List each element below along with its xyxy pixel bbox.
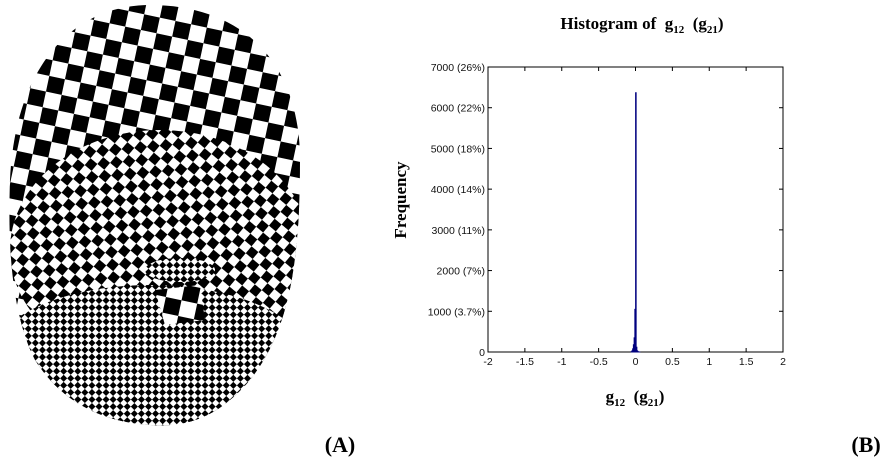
x-tick-label: -2 — [483, 356, 492, 368]
x-tick-label: 2 — [780, 356, 786, 368]
y-tick-label: 0 — [479, 347, 485, 359]
x-axis-label-part: ) — [659, 387, 665, 406]
x-tick-label: 1 — [706, 356, 712, 368]
y-tick-label: 6000 (22%) — [431, 103, 485, 115]
chart-title-part: Histogram of g — [560, 14, 673, 33]
y-tick-label: 7000 (26%) — [431, 62, 485, 74]
chart-title-subscript: 21 — [707, 24, 718, 36]
x-axis-label-part: g — [606, 387, 615, 406]
chart-title-part: (g — [684, 14, 707, 33]
chart-title-part: ) — [718, 14, 724, 33]
chart-title-subscript: 12 — [673, 24, 685, 36]
y-tick-label: 4000 (14%) — [431, 184, 485, 196]
x-tick-label: 0 — [633, 356, 639, 368]
x-axis-label-subscript: 21 — [648, 397, 659, 409]
panel-label: (A) — [325, 432, 356, 457]
x-tick-label: 0.5 — [665, 356, 680, 368]
y-tick-label: 5000 (18%) — [431, 143, 485, 155]
x-tick-label: -0.5 — [590, 356, 608, 368]
x-axis-label-subscript: 12 — [614, 397, 626, 409]
checkerboard-face — [9, 5, 301, 426]
panel-label: (B) — [851, 432, 880, 457]
x-tick-label: -1.5 — [516, 356, 534, 368]
x-tick-label: -1 — [557, 356, 566, 368]
y-tick-label: 1000 (3.7%) — [428, 306, 485, 318]
chart-title: Histogram of g12 (g21) — [560, 14, 723, 36]
y-axis-label: Frequency — [391, 161, 410, 239]
y-tick-label: 2000 (7%) — [437, 266, 485, 278]
histogram-bar — [635, 92, 637, 353]
x-axis-label: g12 (g21) — [606, 387, 665, 409]
y-tick-label: 3000 (11%) — [431, 225, 485, 237]
x-axis-label-part: (g — [625, 387, 648, 406]
x-tick-label: 1.5 — [739, 356, 754, 368]
